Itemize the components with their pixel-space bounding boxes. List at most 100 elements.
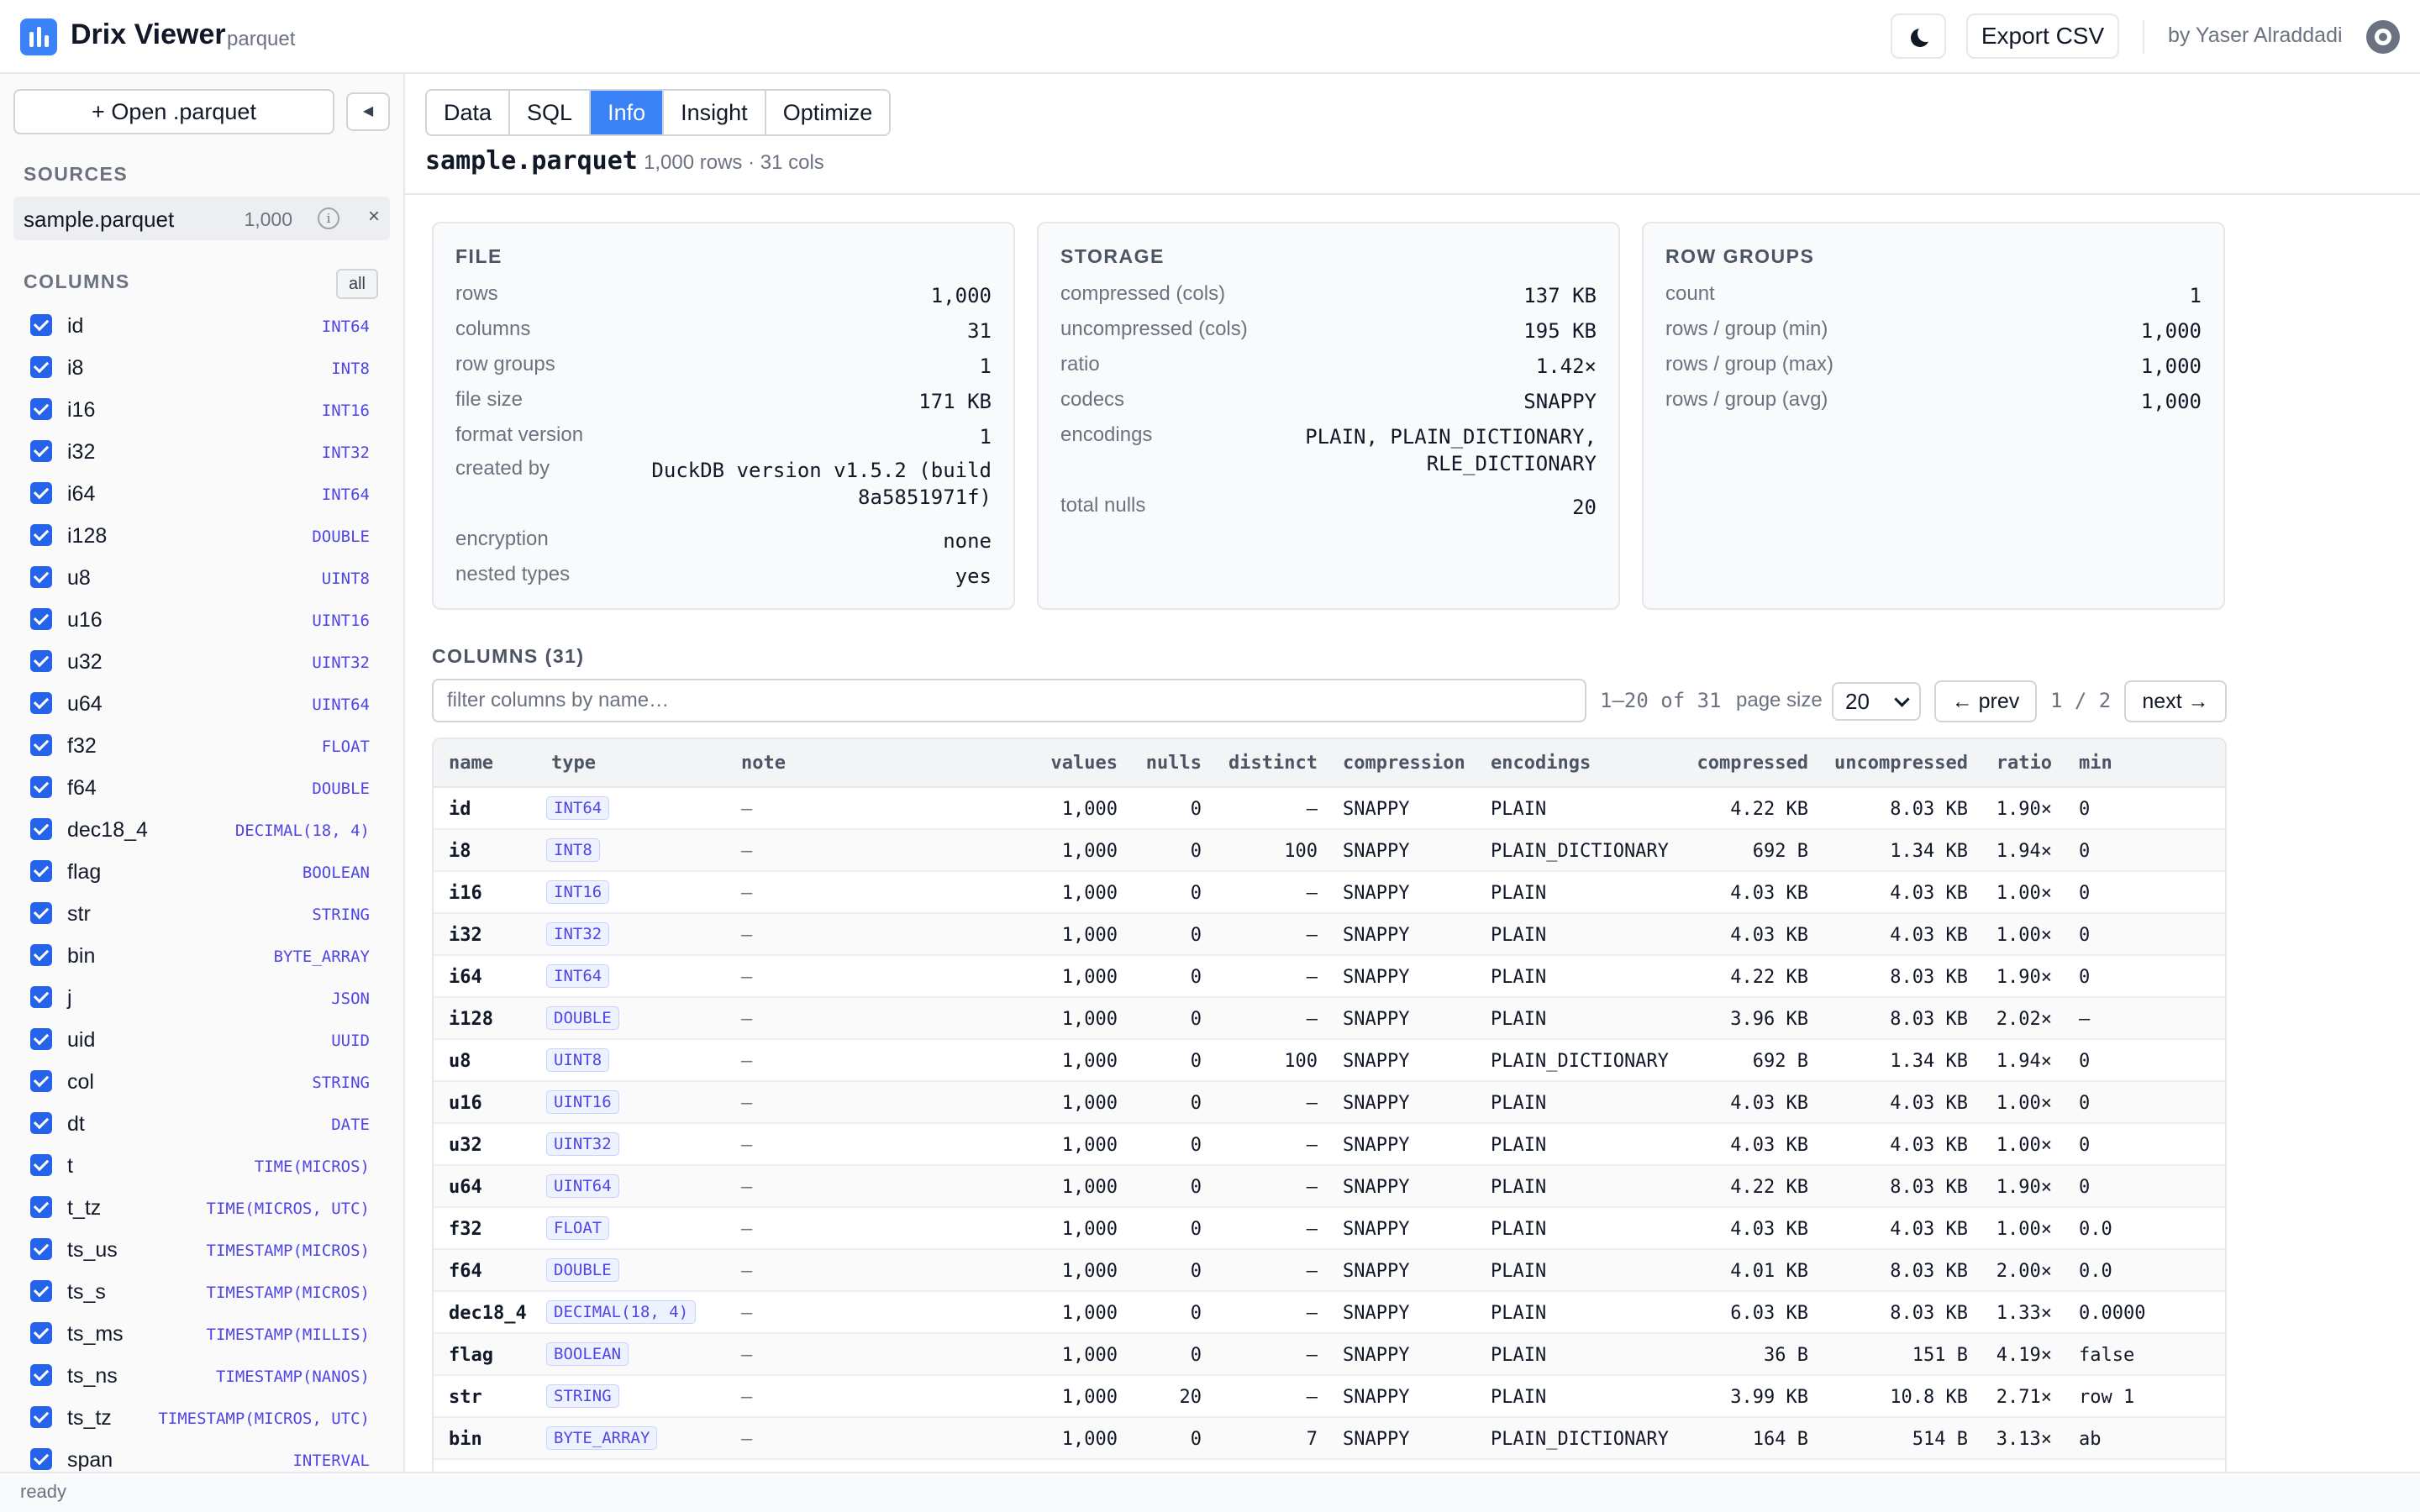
column-toggle-item[interactable]: u32 UINT32 [0, 640, 403, 682]
column-toggle-item[interactable]: i64 INT64 [0, 472, 403, 514]
column-toggle-item[interactable]: u16 UINT16 [0, 598, 403, 640]
column-header-uncompressed[interactable]: uncompressed [1834, 753, 1968, 774]
column-toggle-item[interactable]: bin BYTE_ARRAY [0, 934, 403, 976]
table-row[interactable]: u8 UINT8 — 1,000 0 100 SNAPPY PLAIN_DICTIONARY 6… [434, 1040, 2225, 1082]
column-checkbox[interactable] [30, 566, 52, 588]
column-checkbox[interactable] [30, 692, 52, 714]
column-filter-input[interactable] [432, 679, 1586, 722]
column-toggle-item[interactable]: ts_ns TIMESTAMP(NANOS) [0, 1354, 403, 1396]
table-row[interactable]: i128 DOUBLE — 1,000 0 — SNAPPY PLAIN 3.96 KB 8.03… [434, 998, 2225, 1040]
prev-page-button[interactable]: ← prev [1934, 680, 2037, 722]
table-row[interactable]: u16 UINT16 — 1,000 0 — SNAPPY PLAIN 4.03 KB 4.03 … [434, 1082, 2225, 1124]
column-header-min[interactable]: min [2079, 753, 2112, 774]
column-header-ratio[interactable]: ratio [1996, 753, 2052, 774]
table-row[interactable]: id INT64 — 1,000 0 — SNAPPY PLAIN 4.22 KB 8.03 KB… [434, 788, 2225, 830]
column-toggle-item[interactable]: ts_ms TIMESTAMP(MILLIS) [0, 1312, 403, 1354]
column-header-compression[interactable]: compression [1343, 753, 1465, 774]
column-checkbox[interactable] [30, 1070, 52, 1092]
column-checkbox[interactable] [30, 608, 52, 630]
column-checkbox[interactable] [30, 1406, 52, 1428]
table-row[interactable]: i64 INT64 — 1,000 0 — SNAPPY PLAIN 4.22 KB 8.03 K… [434, 956, 2225, 998]
column-header-compressed[interactable]: compressed [1697, 753, 1808, 774]
column-checkbox[interactable] [30, 1238, 52, 1260]
tab-sql[interactable]: SQL [510, 91, 592, 134]
column-toggle-item[interactable]: ts_us TIMESTAMP(MICROS) [0, 1228, 403, 1270]
column-toggle-item[interactable]: dt DATE [0, 1102, 403, 1144]
table-row[interactable]: f32 FLOAT — 1,000 0 — SNAPPY PLAIN 4.03 KB 4.03 K… [434, 1208, 2225, 1250]
table-row[interactable]: i8 INT8 — 1,000 0 100 SNAPPY PLAIN_DICTIONARY 69… [434, 830, 2225, 872]
theme-toggle-button[interactable] [1891, 13, 1946, 59]
column-toggle-item[interactable]: flag BOOLEAN [0, 850, 403, 892]
column-checkbox[interactable] [30, 1322, 52, 1344]
next-page-button[interactable]: next → [2124, 680, 2227, 722]
column-checkbox[interactable] [30, 944, 52, 966]
column-checkbox[interactable] [30, 986, 52, 1008]
info-icon[interactable]: i [318, 207, 339, 229]
column-checkbox[interactable] [30, 356, 52, 378]
column-checkbox[interactable] [30, 650, 52, 672]
select-all-columns-button[interactable]: all [336, 269, 378, 299]
column-toggle-item[interactable]: id INT64 [0, 304, 403, 346]
column-toggle-item[interactable]: dec18_4 DECIMAL(18, 4) [0, 808, 403, 850]
table-row[interactable]: bin BYTE_ARRAY — 1,000 0 7 SNAPPY PLAIN_DICTION… [434, 1418, 2225, 1460]
column-toggle-item[interactable]: t TIME(MICROS) [0, 1144, 403, 1186]
column-checkbox[interactable] [30, 860, 52, 882]
github-icon[interactable] [2366, 20, 2400, 54]
column-checkbox[interactable] [30, 734, 52, 756]
column-toggle-item[interactable]: i16 INT16 [0, 388, 403, 430]
table-row[interactable]: dec18_4 DECIMAL(18, 4) — 1,000 0 — SNAPPY PLAIN… [434, 1292, 2225, 1334]
column-toggle-item[interactable]: t_tz TIME(MICROS, UTC) [0, 1186, 403, 1228]
column-toggle-item[interactable]: f32 FLOAT [0, 724, 403, 766]
column-checkbox[interactable] [30, 1112, 52, 1134]
column-checkbox[interactable] [30, 902, 52, 924]
column-toggle-item[interactable]: i8 INT8 [0, 346, 403, 388]
table-row[interactable]: flag BOOLEAN — 1,000 0 — SNAPPY PLAIN 36 B 151 B 4… [434, 1334, 2225, 1376]
table-row[interactable]: i32 INT32 — 1,000 0 — SNAPPY PLAIN 4.03 KB 4.03 K… [434, 914, 2225, 956]
source-item[interactable]: sample.parquet 1,000 i × [13, 197, 390, 240]
column-checkbox[interactable] [30, 1448, 52, 1470]
table-row[interactable]: i16 INT16 — 1,000 0 — SNAPPY PLAIN 4.03 KB 4.03 K… [434, 872, 2225, 914]
column-toggle-item[interactable]: col STRING [0, 1060, 403, 1102]
column-header-values[interactable]: values [1050, 753, 1118, 774]
column-header-type[interactable]: type [551, 753, 596, 774]
column-toggle-item[interactable]: j JSON [0, 976, 403, 1018]
open-parquet-button[interactable]: + Open .parquet [13, 89, 334, 134]
column-checkbox[interactable] [30, 314, 52, 336]
column-toggle-item[interactable]: ts_s TIMESTAMP(MICROS) [0, 1270, 403, 1312]
column-checkbox[interactable] [30, 1364, 52, 1386]
column-toggle-item[interactable]: i32 INT32 [0, 430, 403, 472]
page-size-select[interactable]: 20 [1832, 682, 1921, 721]
tab-info[interactable]: Info [591, 91, 665, 134]
column-header-distinct[interactable]: distinct [1228, 753, 1318, 774]
export-csv-button[interactable]: Export CSV [1966, 13, 2119, 59]
table-row[interactable]: u64 UINT64 — 1,000 0 — SNAPPY PLAIN 4.22 KB 8.03 … [434, 1166, 2225, 1208]
column-checkbox[interactable] [30, 482, 52, 504]
close-icon[interactable]: × [367, 205, 380, 228]
column-toggle-item[interactable]: u64 UINT64 [0, 682, 403, 724]
column-checkbox[interactable] [30, 1196, 52, 1218]
tab-data[interactable]: Data [427, 91, 511, 134]
column-toggle-item[interactable]: uid UUID [0, 1018, 403, 1060]
column-toggle-item[interactable]: f64 DOUBLE [0, 766, 403, 808]
table-row[interactable]: str STRING — 1,000 20 — SNAPPY PLAIN 3.99 KB 10.8… [434, 1376, 2225, 1418]
collapse-sidebar-button[interactable]: ◀ [346, 92, 390, 131]
column-checkbox[interactable] [30, 524, 52, 546]
column-header-note[interactable]: note [741, 753, 786, 774]
column-toggle-item[interactable]: u8 UINT8 [0, 556, 403, 598]
column-toggle-item[interactable]: span INTERVAL [0, 1438, 403, 1472]
tab-insight[interactable]: Insight [664, 91, 766, 134]
column-checkbox[interactable] [30, 440, 52, 462]
table-row[interactable]: u32 UINT32 — 1,000 0 — SNAPPY PLAIN 4.03 KB 4.03 … [434, 1124, 2225, 1166]
column-checkbox[interactable] [30, 1280, 52, 1302]
tab-optimize[interactable]: Optimize [765, 91, 890, 134]
column-checkbox[interactable] [30, 776, 52, 798]
column-checkbox[interactable] [30, 398, 52, 420]
column-toggle-item[interactable]: ts_tz TIMESTAMP(MICROS, UTC) [0, 1396, 403, 1438]
table-row[interactable]: f64 DOUBLE — 1,000 0 — SNAPPY PLAIN 4.01 KB 8.03 … [434, 1250, 2225, 1292]
column-toggle-item[interactable]: i128 DOUBLE [0, 514, 403, 556]
column-checkbox[interactable] [30, 818, 52, 840]
column-checkbox[interactable] [30, 1028, 52, 1050]
column-header-nulls[interactable]: nulls [1145, 753, 1202, 774]
column-toggle-item[interactable]: str STRING [0, 892, 403, 934]
column-checkbox[interactable] [30, 1154, 52, 1176]
